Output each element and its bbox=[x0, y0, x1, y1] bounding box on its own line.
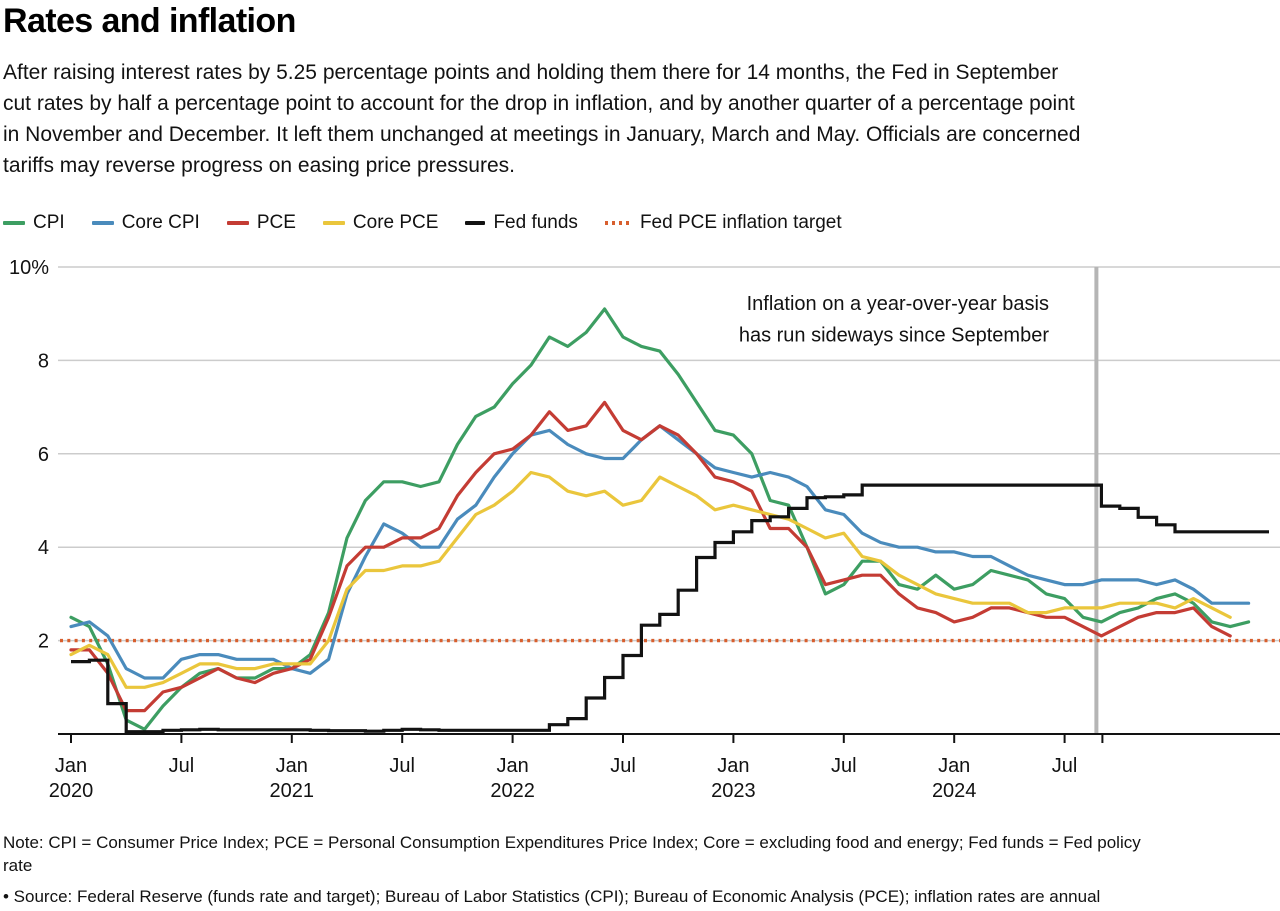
legend-swatch-core-pce bbox=[322, 221, 345, 225]
x-axis-month-label: Jul bbox=[831, 755, 857, 777]
chart-title: Rates and inflation bbox=[3, 2, 296, 40]
legend-label: Fed PCE inflation target bbox=[639, 212, 842, 233]
chart-notes: Note: CPI = Consumer Price Index; PCE = … bbox=[3, 831, 1280, 908]
x-axis-month-label: Jan bbox=[55, 755, 87, 777]
series-line-cpi bbox=[69, 307, 1251, 731]
y-axis-label: 2 bbox=[38, 631, 49, 653]
legend-swatch-fed-funds bbox=[465, 221, 486, 225]
legend-label: Core CPI bbox=[121, 212, 200, 233]
note-text-1: Note: CPI = Consumer Price Index; PCE = … bbox=[3, 833, 1141, 852]
legend-item-pce: PCE bbox=[226, 212, 296, 234]
x-axis-month-label: Jul bbox=[1052, 755, 1078, 777]
y-axis-label: 4 bbox=[38, 537, 49, 559]
description-line: After raising interest rates by 5.25 per… bbox=[3, 61, 1059, 84]
legend-item-fed-funds: Fed funds bbox=[465, 212, 578, 234]
legend-swatch-fed-pce-inflation-target bbox=[604, 221, 632, 225]
x-axis-year-label: 2020 bbox=[49, 780, 94, 802]
x-axis-year-label: 2022 bbox=[490, 780, 535, 802]
x-axis-month-label: Jan bbox=[496, 755, 528, 777]
x-axis-year-label: 2021 bbox=[270, 780, 315, 802]
legend-swatch-pce bbox=[226, 221, 249, 225]
note-line: Note: CPI = Consumer Price Index; PCE = … bbox=[3, 831, 1280, 877]
chart-description: After raising interest rates by 5.25 per… bbox=[3, 57, 1280, 181]
x-axis-month-label: Jul bbox=[610, 755, 636, 777]
annotation-line: Inflation on a year-over-year basis bbox=[747, 293, 1049, 315]
x-axis-year-label: 2023 bbox=[711, 780, 756, 802]
x-axis-year-label: 2024 bbox=[932, 780, 977, 802]
legend-label: Core PCE bbox=[352, 212, 439, 233]
x-axis-month-label: Jan bbox=[717, 755, 749, 777]
rates-and-inflation-chart: 10% 8 6 4 2 Jan 2020 Jul Jan 2021 Jul Jan 2022 Jul Jan… bbox=[9, 257, 1280, 802]
y-axis-label: 6 bbox=[38, 444, 49, 466]
legend-item-core-cpi: Core CPI bbox=[91, 212, 200, 234]
y-axis-label: 8 bbox=[38, 350, 49, 372]
note-text-2: rate bbox=[3, 856, 33, 875]
description-line: in November and December. It left them u… bbox=[3, 123, 1081, 146]
description-line: cut rates by half a percentage point to … bbox=[3, 92, 1075, 115]
series-line-core-pce bbox=[69, 470, 1232, 689]
x-axis-month-label: Jul bbox=[169, 755, 195, 777]
legend-item-core-pce: Core PCE bbox=[322, 212, 439, 234]
description-line: tariffs may reverse progress on easing p… bbox=[3, 154, 515, 177]
x-axis-month-label: Jul bbox=[389, 755, 415, 777]
legend-swatch-core-cpi bbox=[91, 221, 114, 225]
legend-label: CPI bbox=[33, 212, 65, 233]
source-line: • Source: Federal Reserve (funds rate an… bbox=[3, 887, 1101, 906]
x-axis-month-label: Jan bbox=[938, 755, 970, 777]
chart-legend: CPI Core CPI PCE Core PCE Fed funds Fed PCE i… bbox=[3, 212, 1280, 234]
series-line-fed-funds bbox=[71, 483, 1269, 734]
x-axis-month-label: Jan bbox=[276, 755, 308, 777]
legend-label: PCE bbox=[256, 212, 296, 233]
legend-item-fed-pce-inflation-target: Fed PCE inflation target bbox=[604, 212, 842, 234]
legend-item-cpi: CPI bbox=[3, 212, 65, 234]
series-line-pce bbox=[69, 400, 1232, 713]
annotation-line: has run sideways since September bbox=[739, 325, 1049, 347]
legend-swatch-cpi bbox=[3, 221, 25, 225]
legend-label: Fed funds bbox=[493, 212, 578, 233]
y-axis-label: 10% bbox=[9, 257, 49, 279]
